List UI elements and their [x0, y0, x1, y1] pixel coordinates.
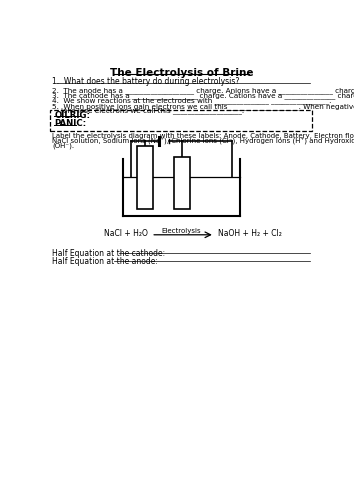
Bar: [137, 146, 153, 210]
Text: 1.  What does the battery do during electrolysis?: 1. What does the battery do during elect…: [52, 77, 239, 86]
Text: 5.  When positive ions gain electrons we call this ___________________. When neg: 5. When positive ions gain electrons we …: [52, 103, 354, 110]
Text: PANIC:: PANIC:: [54, 120, 86, 128]
Text: ions lose electrons we call this ___________________.: ions lose electrons we call this _______…: [52, 108, 244, 114]
Text: NaOH + H₂ + Cl₂: NaOH + H₂ + Cl₂: [218, 229, 282, 238]
Text: OILRIG:: OILRIG:: [54, 111, 90, 120]
Text: 4.  We show reactions at the electrodes with _______________ ________________.: 4. We show reactions at the electrodes w…: [52, 98, 331, 104]
Text: (OH⁻).: (OH⁻).: [52, 142, 74, 149]
Text: The Electrolysis of Brine: The Electrolysis of Brine: [110, 68, 253, 78]
Text: Half Equation at the cathode:: Half Equation at the cathode:: [52, 248, 167, 258]
Text: Electrolysis: Electrolysis: [162, 228, 201, 234]
Text: NaCl solution, Sodium Ions (Na⁺), Chlorine Ions (Cl⁻), Hydrogen Ions (H⁺) and Hy: NaCl solution, Sodium Ions (Na⁺), Chlori…: [52, 138, 354, 145]
Text: NaCl + H₂O: NaCl + H₂O: [104, 229, 148, 238]
Bar: [175, 157, 190, 210]
Text: Label the electrolysis diagram with these labels: Anode, Cathode, Battery, Elect: Label the electrolysis diagram with thes…: [52, 133, 354, 139]
Text: Half Equation at the anode:: Half Equation at the anode:: [52, 257, 160, 266]
Text: 3.  The cathode has a __________________ charge. Cations have a ______________ c: 3. The cathode has a __________________ …: [52, 92, 354, 99]
Text: 2.  The anode has a ___________________ charge. Anions have a _______________ ch: 2. The anode has a ___________________ c…: [52, 87, 354, 94]
